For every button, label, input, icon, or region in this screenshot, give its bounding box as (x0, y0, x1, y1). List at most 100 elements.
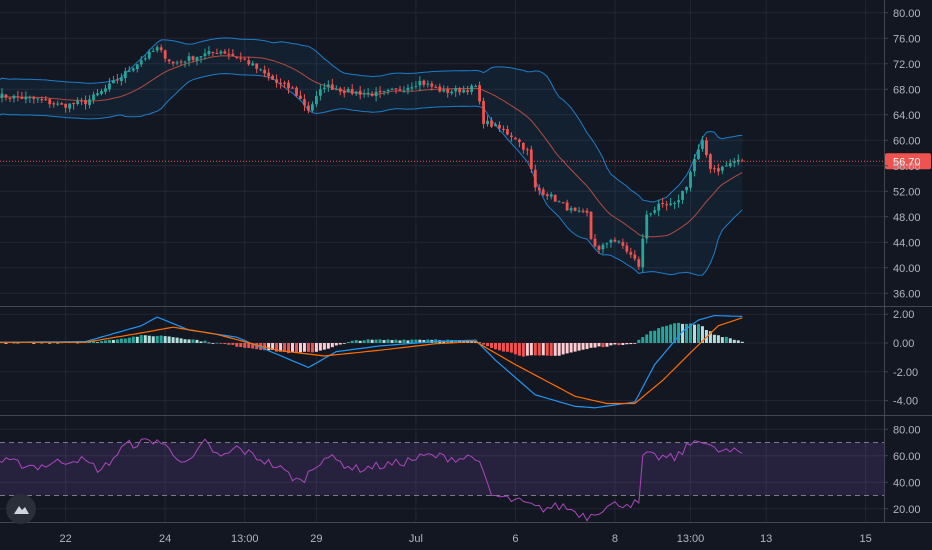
macd-tick-label: -4.00 (893, 396, 918, 408)
candle (155, 44, 159, 53)
candle-body (665, 204, 669, 206)
candle-body (104, 88, 107, 92)
macd-histogram-bar (326, 343, 330, 349)
candle (641, 233, 645, 273)
time-tick-label: 29 (310, 533, 322, 545)
candle-body (155, 47, 159, 51)
macd-histogram-bar (334, 343, 338, 346)
candle (0, 88, 4, 103)
candle (16, 91, 20, 102)
macd-histogram-bar (350, 340, 354, 343)
candle (517, 138, 521, 148)
macd-histogram-bar (251, 343, 255, 349)
macd-histogram-bar (191, 339, 195, 343)
macd-histogram-bar (677, 322, 681, 343)
candle (553, 194, 557, 202)
macd-histogram-bar (537, 343, 541, 356)
candle (693, 154, 696, 177)
candle (28, 95, 32, 103)
candle (577, 206, 581, 213)
macd-histogram-bar (689, 323, 693, 343)
candle-body (295, 87, 298, 96)
macd-histogram-bar (215, 342, 219, 344)
candle-body (235, 56, 239, 58)
macd-histogram-bar (342, 343, 346, 344)
candle (64, 103, 68, 113)
candle-body (621, 242, 625, 246)
macd-histogram-bar (708, 331, 712, 343)
candle-body (116, 79, 119, 81)
price-tick-label: 60.00 (893, 135, 921, 147)
candle (123, 67, 127, 83)
tradingview-logo[interactable] (6, 494, 36, 524)
macd-histogram-bar (358, 340, 362, 343)
candle (537, 184, 541, 196)
macd-histogram-bar (696, 324, 700, 343)
macd-line (0, 314, 743, 409)
candle-body (438, 86, 442, 92)
macd-histogram-bar (501, 343, 505, 352)
candle (533, 164, 537, 192)
candle-body (649, 213, 653, 215)
candle-body (398, 89, 402, 91)
candle (203, 48, 207, 60)
price-tick-label: 64.00 (893, 110, 921, 122)
candle (219, 49, 223, 56)
macd-histogram-bar (529, 343, 533, 356)
time-tick-label: 24 (159, 533, 171, 545)
candle (430, 80, 434, 91)
macd-histogram-bar (167, 336, 171, 343)
candle (374, 87, 378, 102)
candle (243, 57, 247, 61)
macd-histogram-bar (426, 339, 430, 343)
time-tick-label: 15 (860, 533, 872, 545)
bollinger-lower-band (0, 73, 743, 276)
candle (617, 240, 621, 244)
candle-body (709, 154, 712, 169)
candle (48, 98, 52, 108)
candle (657, 199, 661, 217)
macd-histogram-bar (581, 343, 585, 350)
time-tick-label: 22 (60, 533, 72, 545)
macd-histogram-bar (394, 339, 398, 343)
macd-histogram-bar (418, 339, 422, 343)
candle (709, 152, 712, 174)
candle (151, 47, 155, 52)
macd-histogram-bar (728, 338, 732, 343)
macd-histogram-bar (271, 343, 275, 351)
candle-body (370, 93, 374, 96)
candle-body (533, 169, 537, 188)
rsi-tick-label: 60.00 (893, 451, 921, 463)
macd-histogram-bar (123, 338, 127, 343)
macd-histogram-bar (322, 343, 326, 350)
candle-body (56, 103, 60, 105)
candle-body (609, 239, 613, 243)
candle-body (490, 120, 493, 127)
candle (585, 208, 589, 217)
candle (378, 86, 382, 98)
candle-body (486, 120, 489, 125)
candle (322, 82, 326, 93)
candle-body (697, 149, 700, 160)
candle-body (561, 202, 565, 204)
candle (127, 66, 131, 73)
candle-body (426, 83, 430, 85)
candle (104, 84, 107, 95)
candle-body (100, 90, 103, 95)
candle-body (88, 99, 91, 106)
candle-body (366, 92, 370, 94)
candle (398, 85, 402, 92)
macd-histogram-bar (553, 343, 557, 356)
candle (386, 88, 390, 95)
macd-histogram-bar (573, 343, 577, 352)
candle-body (243, 58, 247, 60)
candle-body (641, 238, 645, 268)
candle (724, 160, 728, 167)
candle-body (0, 93, 4, 99)
macd-histogram-bar (330, 343, 334, 348)
macd-tick-label: 2.00 (893, 309, 914, 321)
candle (506, 125, 509, 136)
candle-body (689, 172, 692, 188)
candle-body (64, 103, 68, 108)
